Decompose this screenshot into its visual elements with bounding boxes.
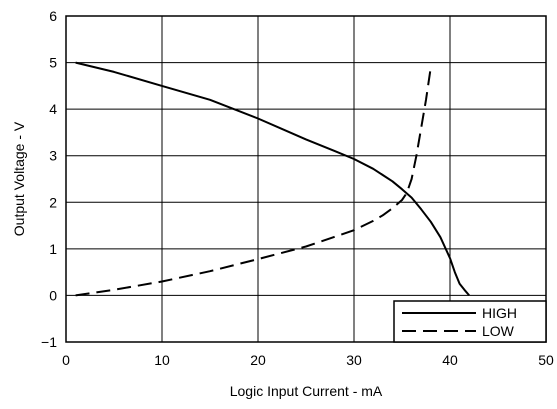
y-tick-label: 2 <box>49 194 57 210</box>
legend-box <box>393 300 547 343</box>
x-tick-label: 10 <box>154 352 170 368</box>
y-tick-label: 0 <box>49 287 57 303</box>
legend: HIGH LOW <box>393 300 547 343</box>
y-tick-label: 3 <box>49 148 57 164</box>
y-tick-label: 1 <box>49 241 57 257</box>
x-tick-label: 30 <box>346 352 362 368</box>
series-lines <box>75 61 470 297</box>
x-tick-label: 0 <box>62 352 70 368</box>
legend-label-low: LOW <box>482 323 515 339</box>
x-axis-label: Logic Input Current - mA <box>230 383 383 399</box>
x-tick-label: 50 <box>538 352 554 368</box>
y-tick-label: 4 <box>49 101 57 117</box>
tick-labels: 0 10 20 30 40 50 −1 0 1 2 3 4 5 6 <box>41 8 554 368</box>
x-tick-label: 20 <box>250 352 266 368</box>
series-line-low <box>75 67 432 297</box>
series-line-high <box>75 61 470 297</box>
legend-label-high: HIGH <box>482 305 517 321</box>
plot-frame <box>65 15 547 343</box>
x-tick-label: 40 <box>442 352 458 368</box>
y-tick-label: −1 <box>41 334 57 350</box>
y-axis-label: Output Voltage - V <box>11 121 27 236</box>
y-tick-label: 6 <box>49 8 57 24</box>
y-tick-label: 5 <box>49 55 57 71</box>
